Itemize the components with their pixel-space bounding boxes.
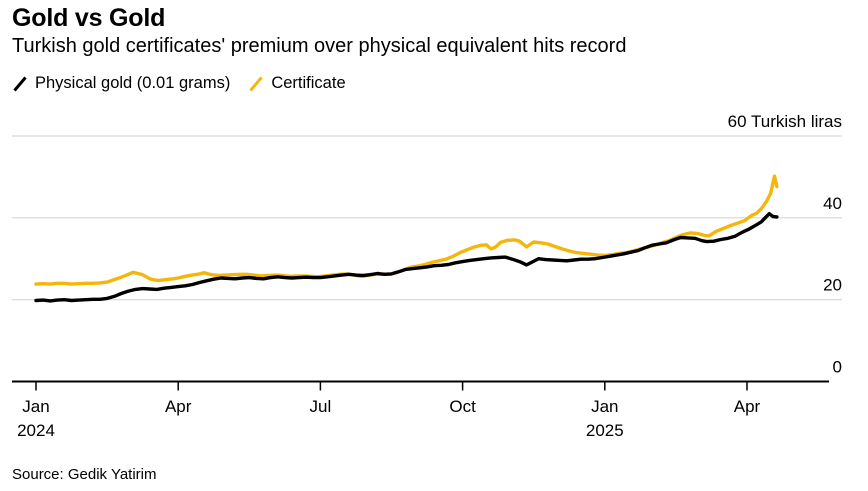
- y-axis-label-40: 40: [823, 194, 842, 213]
- legend-item-physical-gold: Physical gold (0.01 grams): [12, 74, 230, 93]
- y-axis-label-20: 20: [823, 276, 842, 295]
- x-axis-label-apr: Apr: [734, 397, 761, 416]
- x-axis-label-jan: Jan: [591, 397, 618, 416]
- x-axis-label-jan: Jan: [22, 397, 49, 416]
- legend-item-certificate: Certificate: [248, 74, 346, 93]
- y-axis-label-60: 60 Turkish liras: [728, 112, 842, 131]
- x-axis-year-label-2024: 2024: [17, 421, 55, 440]
- legend: Physical gold (0.01 grams) Certificate: [12, 74, 346, 93]
- x-axis-label-jul: Jul: [310, 397, 332, 416]
- physical-gold-slash-icon: [13, 76, 27, 91]
- source-attribution: Source: Gedik Yatirim: [12, 466, 157, 483]
- legend-label-certificate: Certificate: [271, 74, 346, 92]
- legend-label-physical-gold: Physical gold (0.01 grams): [35, 74, 231, 92]
- x-axis-label-apr: Apr: [165, 397, 192, 416]
- y-axis-label-0: 0: [833, 358, 842, 377]
- x-axis-year-label-2025: 2025: [586, 421, 624, 440]
- chart-subtitle: Turkish gold certificates' premium over …: [12, 35, 627, 57]
- x-axis-label-oct: Oct: [449, 397, 476, 416]
- page-title: Gold vs Gold: [12, 4, 166, 32]
- series-line-physical-gold-0-01-grams: [34, 211, 779, 303]
- certificate-slash-icon: [249, 76, 263, 91]
